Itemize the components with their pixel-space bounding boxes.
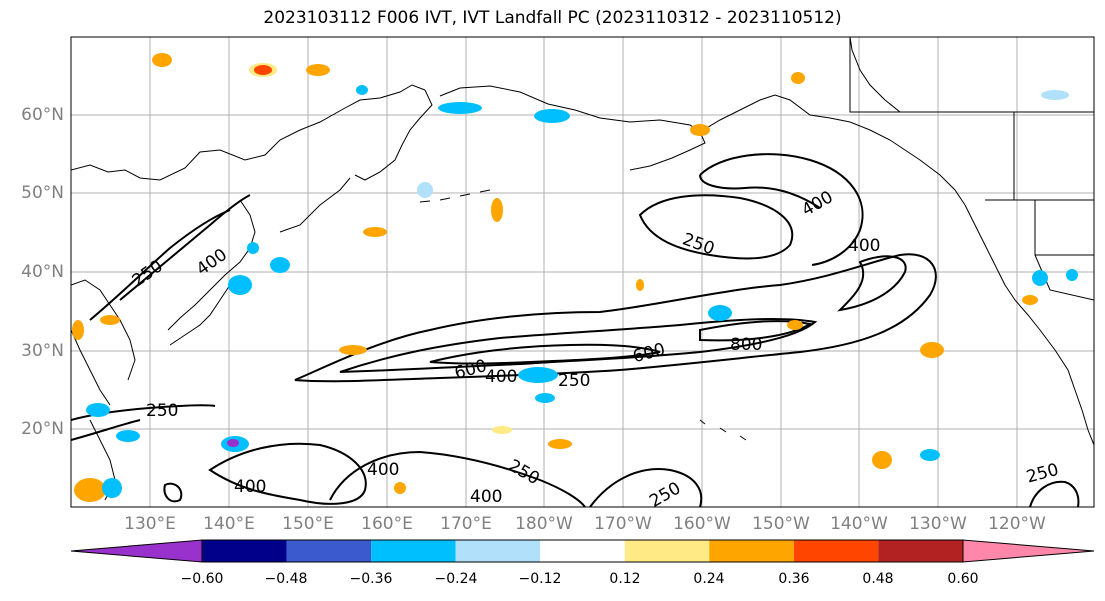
contour-label: 250 — [146, 401, 178, 421]
lat-label: 20°N — [21, 419, 64, 439]
contour-label: 400 — [367, 460, 399, 480]
colorbar-tick-label: 0.24 — [693, 571, 725, 587]
lon-label: 120°W — [988, 514, 1046, 534]
lon-label: 150°E — [282, 514, 334, 534]
colorbar-segment — [709, 540, 794, 562]
lon-label: 130°E — [124, 514, 176, 534]
lon-label: 140°E — [203, 514, 255, 534]
colorbar-segment — [624, 540, 710, 562]
lat-label: 50°N — [21, 183, 64, 203]
colorbar-extension-low — [70, 539, 203, 563]
lat-label: 60°N — [21, 105, 64, 125]
colorbar-tick-label: −0.24 — [434, 571, 478, 587]
lon-label: 160°E — [361, 514, 413, 534]
map-title: 2023103112 F006 IVT, IVT Landfall PC (20… — [263, 8, 842, 28]
lon-label: 140°W — [830, 514, 888, 534]
map-frame — [70, 36, 1095, 508]
contour-label: 800 — [730, 335, 762, 355]
colorbar-extension-high — [962, 539, 1095, 563]
lon-label: 180°W — [515, 514, 573, 534]
colorbar-tick-label: 0.60 — [947, 571, 979, 587]
colorbar — [70, 539, 1095, 563]
colorbar-tick-label: −0.36 — [349, 571, 393, 587]
colorbar-tick-label: 0.36 — [778, 571, 810, 587]
contour-label: 400 — [234, 477, 266, 497]
contour-label: 400 — [848, 236, 880, 256]
coastlines — [71, 37, 1094, 501]
colorbar-segment — [202, 540, 287, 562]
colorbar-segment — [371, 540, 456, 562]
colorbar-segment — [878, 540, 963, 562]
ivt-contours — [71, 153, 1080, 507]
colorbar-tick-label: 0.48 — [862, 571, 894, 587]
lon-label: 130°W — [909, 514, 967, 534]
colorbar-tick-label: 0.12 — [609, 571, 641, 587]
colorbar-outline — [201, 539, 964, 563]
contour-label: 250 — [558, 371, 590, 391]
lat-label: 40°N — [21, 262, 64, 282]
colorbar-segment — [455, 540, 541, 562]
colorbar-tick-label: −0.60 — [180, 571, 224, 587]
lon-label: 170°W — [594, 514, 652, 534]
contour-label: 400 — [470, 487, 502, 507]
pc-shading — [72, 53, 1078, 502]
lon-label: 170°E — [440, 514, 492, 534]
colorbar-segment — [793, 540, 879, 562]
colorbar-segment — [540, 540, 625, 562]
lat-label: 30°N — [21, 341, 64, 361]
political-borders — [849, 37, 1094, 301]
lon-label: 150°W — [752, 514, 810, 534]
contour-label: 400 — [485, 367, 517, 387]
colorbar-tick-label: −0.48 — [264, 571, 308, 587]
colorbar-segment — [286, 540, 372, 562]
colorbar-tick-label: −0.12 — [518, 571, 562, 587]
lon-label: 160°W — [673, 514, 731, 534]
